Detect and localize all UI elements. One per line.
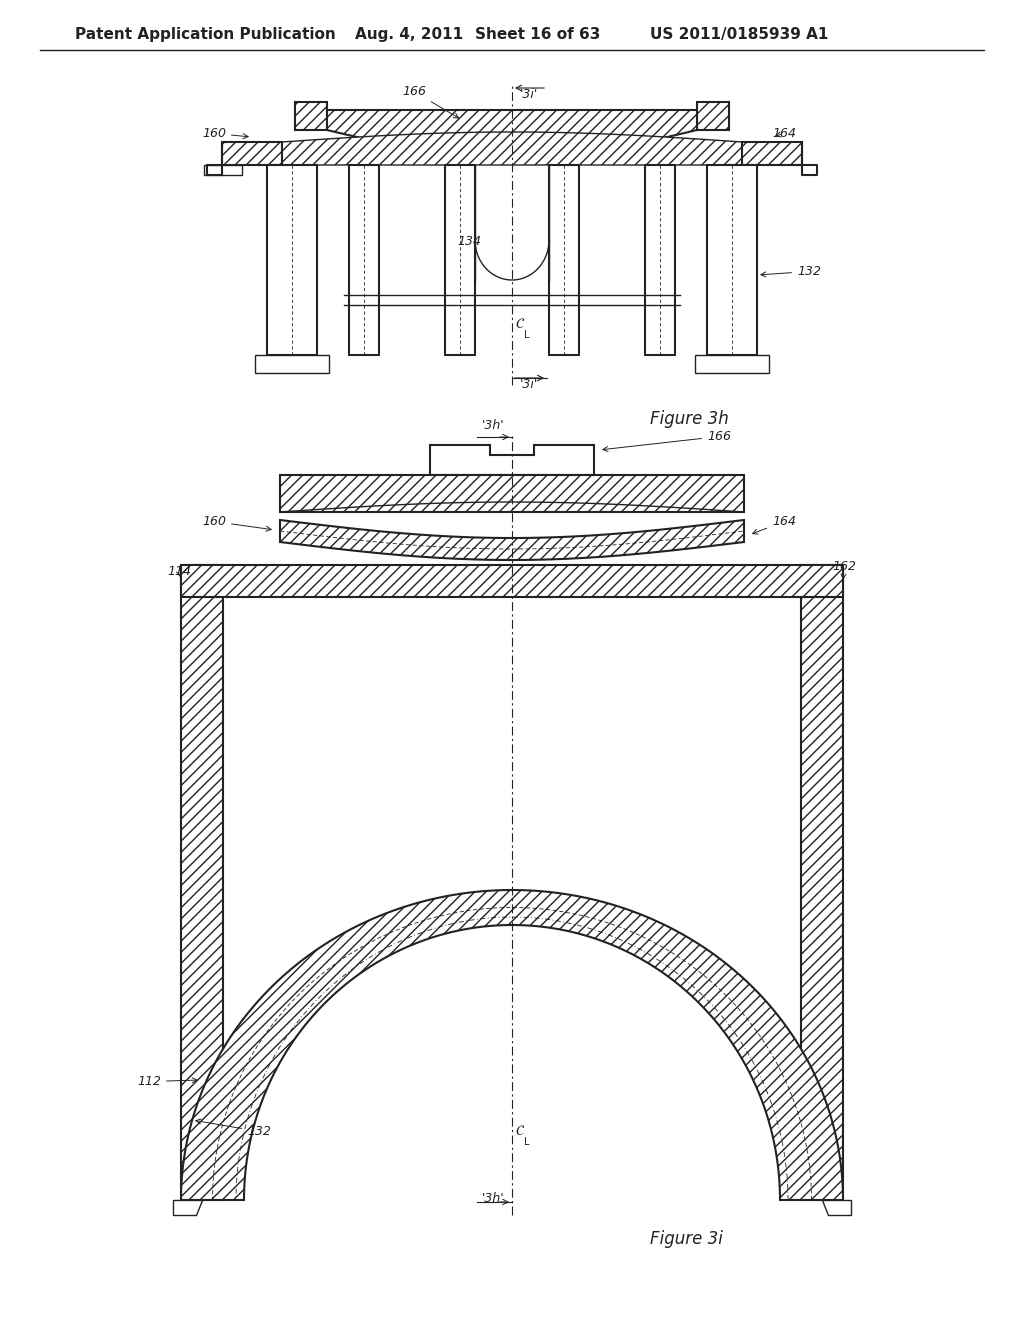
Bar bbox=[255, 355, 329, 374]
Text: Patent Application Publication: Patent Application Publication bbox=[75, 26, 336, 42]
Bar bbox=[801, 565, 843, 1200]
Text: 132: 132 bbox=[761, 265, 821, 279]
Bar bbox=[181, 565, 223, 1200]
Text: US 2011/0185939 A1: US 2011/0185939 A1 bbox=[650, 26, 828, 42]
Bar bbox=[695, 355, 769, 374]
Bar bbox=[280, 475, 744, 512]
Text: 164: 164 bbox=[772, 127, 796, 140]
Text: 160: 160 bbox=[202, 515, 271, 531]
Text: '3h': '3h' bbox=[481, 418, 504, 432]
Polygon shape bbox=[430, 445, 594, 475]
Text: 112: 112 bbox=[137, 1074, 198, 1088]
Text: 160: 160 bbox=[202, 127, 248, 140]
Text: 166: 166 bbox=[603, 430, 731, 451]
Text: '3i': '3i' bbox=[520, 378, 539, 391]
Text: L: L bbox=[524, 330, 529, 341]
Polygon shape bbox=[173, 1200, 202, 1214]
Text: '3h': '3h' bbox=[481, 1192, 504, 1205]
Text: $\mathcal{C}$: $\mathcal{C}$ bbox=[515, 317, 525, 331]
Text: 164: 164 bbox=[753, 515, 796, 535]
Polygon shape bbox=[697, 102, 729, 129]
Polygon shape bbox=[742, 143, 802, 165]
Polygon shape bbox=[222, 143, 282, 165]
Polygon shape bbox=[327, 110, 697, 158]
Bar bbox=[349, 165, 379, 355]
Text: '3i': '3i' bbox=[520, 88, 539, 102]
Bar bbox=[181, 565, 843, 597]
Bar bbox=[549, 165, 579, 355]
Text: L: L bbox=[524, 1137, 529, 1147]
Text: 114: 114 bbox=[167, 565, 191, 578]
Text: 134: 134 bbox=[457, 235, 481, 248]
Polygon shape bbox=[295, 102, 327, 129]
Text: 132: 132 bbox=[196, 1119, 271, 1138]
Text: $\mathcal{C}$: $\mathcal{C}$ bbox=[515, 1125, 525, 1138]
Text: Aug. 4, 2011: Aug. 4, 2011 bbox=[355, 26, 463, 42]
Text: Figure 3i: Figure 3i bbox=[650, 1230, 723, 1247]
Bar bbox=[267, 165, 317, 355]
Bar bbox=[445, 165, 475, 355]
Text: Sheet 16 of 63: Sheet 16 of 63 bbox=[475, 26, 600, 42]
Text: 162: 162 bbox=[831, 560, 856, 579]
Polygon shape bbox=[181, 890, 843, 1200]
Polygon shape bbox=[280, 520, 744, 560]
Text: 166: 166 bbox=[402, 84, 459, 117]
Polygon shape bbox=[282, 132, 742, 165]
Bar bbox=[204, 165, 242, 176]
Text: Figure 3h: Figure 3h bbox=[650, 411, 729, 428]
Polygon shape bbox=[822, 1200, 851, 1214]
Bar bbox=[645, 165, 675, 355]
Bar bbox=[707, 165, 757, 355]
